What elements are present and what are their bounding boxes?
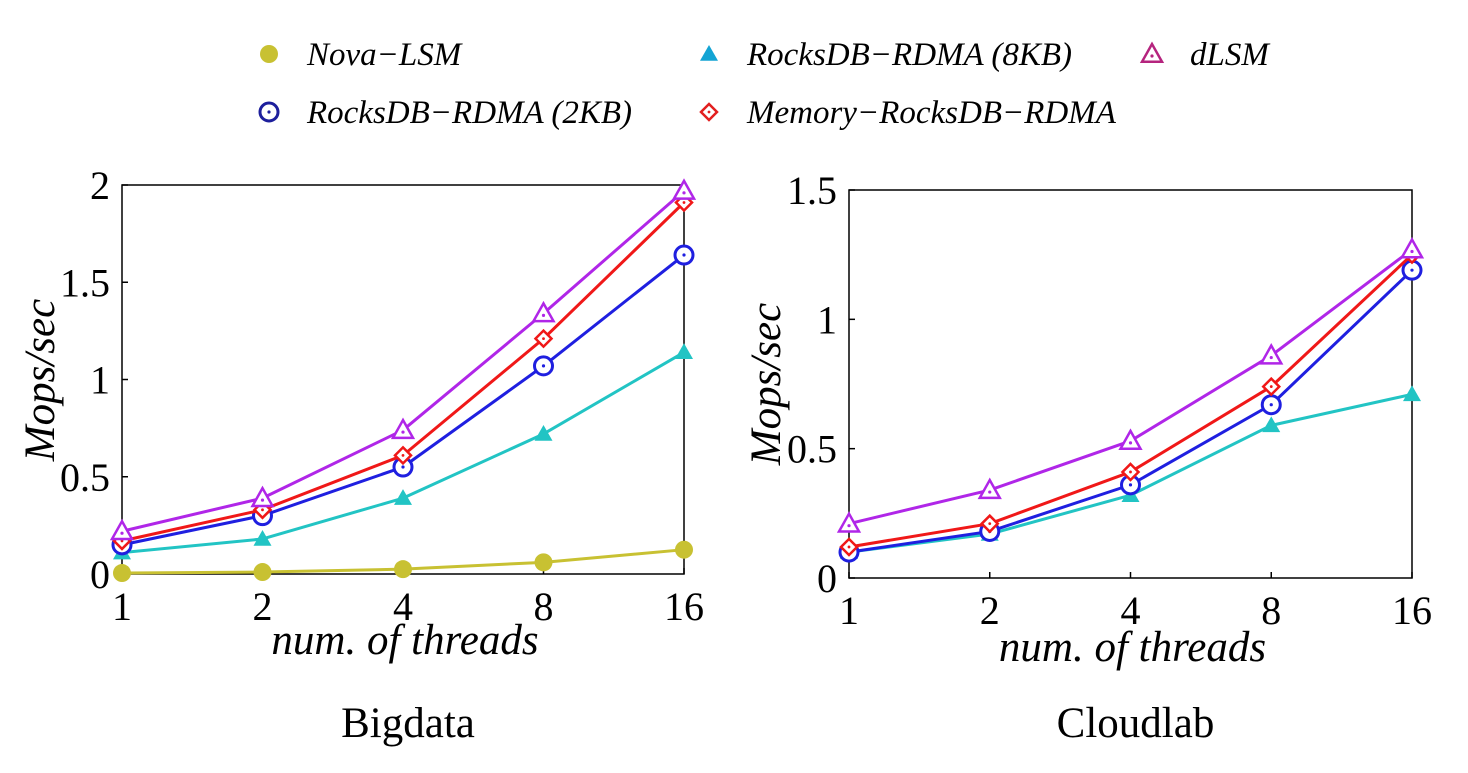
data-point-rocksdb-rdma-8kb: [675, 343, 693, 360]
data-point-rocksdb-rdma-8kb: [1403, 385, 1421, 402]
x-tick-label: 16: [1392, 588, 1432, 633]
data-point-rocksdb-rdma-2kb: [1260, 394, 1282, 416]
y-axis-title: Mops/sec: [743, 303, 790, 466]
y-tick-label: 1.5: [60, 260, 110, 305]
legend-marker-rocksdb-rdma-2kb: [258, 101, 280, 123]
data-point-nova-lsm: [253, 563, 272, 582]
data-point-memory-rocksdb-rdma: [393, 445, 413, 466]
legend-item-rocksdb-rdma-2kb: RocksDB−RDMA (2KB): [258, 95, 632, 131]
y-tick-label: 1: [817, 297, 837, 342]
data-point-memory-rocksdb-rdma: [839, 537, 859, 557]
series-memory-rocksdb-rdma: [839, 244, 1422, 557]
data-point-dlsm: [836, 511, 862, 533]
legend-item-memory-rocksdb-rdma: Memory−RocksDB−RDMA: [699, 95, 1117, 131]
data-point-memory-rocksdb-rdma: [979, 513, 1000, 534]
data-point-rocksdb-rdma-8kb: [394, 489, 412, 505]
legend-marker-dlsm: [1139, 41, 1165, 64]
legend-label-rocksdb-rdma-8kb: RocksDB−RDMA (8KB): [746, 37, 1072, 73]
x-tick-label: 1: [839, 588, 859, 633]
series-dlsm: [109, 178, 697, 541]
y-tick-label: 0: [90, 552, 110, 597]
data-point-dlsm: [250, 485, 275, 508]
y-tick-label: 0: [817, 556, 837, 601]
x-tick-label: 1: [112, 584, 132, 629]
data-point-nova-lsm: [534, 553, 553, 572]
legend-marker-nova-lsm: [260, 45, 278, 63]
chart-cloudlab: 0 0.5 1 1.5 1 2 4 8 16 num. of threads Mops/sec Clo…: [743, 168, 1432, 747]
series-dlsm: [836, 236, 1425, 533]
legend-label-nova-lsm: Nova−LSM: [306, 37, 463, 73]
series-rocksdb-rdma-2kb: [111, 244, 695, 556]
x-tick-label: 8: [1261, 588, 1281, 633]
x-tick-label: 4: [393, 584, 413, 629]
y-tick-label: 0.5: [787, 427, 837, 472]
y-axis-title: Mops/sec: [17, 299, 64, 462]
series-nova-lsm: [113, 540, 693, 583]
x-axis: 1 2 4 8 16: [112, 568, 704, 629]
x-axis-title: num. of threads: [271, 617, 538, 664]
x-tick-label: 16: [664, 584, 704, 629]
x-tick-label: 4: [1121, 588, 1141, 633]
data-point-dlsm: [1118, 428, 1143, 450]
panel-caption: Cloudlab: [1057, 700, 1215, 747]
data-point-rocksdb-rdma-2kb: [673, 244, 695, 266]
data-point-dlsm: [531, 300, 556, 323]
legend-label-rocksdb-rdma-2kb: RocksDB−RDMA (2KB): [306, 95, 632, 131]
data-point-dlsm: [109, 518, 135, 541]
data-point-rocksdb-rdma-8kb: [253, 529, 272, 546]
legend-item-dlsm: dLSM: [1139, 37, 1270, 73]
y-tick-label: 0.5: [60, 455, 110, 500]
data-point-rocksdb-rdma-8kb: [1262, 416, 1281, 433]
y-tick-label: 1.5: [787, 168, 837, 213]
legend-item-rocksdb-rdma-8kb: RocksDB−RDMA (8KB): [700, 37, 1072, 73]
x-axis-title: num. of threads: [999, 624, 1266, 671]
legend-marker-rocksdb-rdma-8kb: [700, 45, 718, 61]
data-point-dlsm: [671, 178, 697, 200]
legend-item-nova-lsm: Nova−LSM: [260, 37, 463, 73]
y-axis: 0 0.5 1 1.5: [787, 168, 855, 601]
data-point-dlsm: [390, 417, 416, 440]
data-point-dlsm: [1259, 342, 1284, 365]
y-tick-label: 2: [90, 163, 110, 208]
plot-area: [121, 184, 685, 575]
x-tick-label: 2: [253, 584, 273, 629]
panel-caption: Bigdata: [341, 700, 475, 747]
series-line-dlsm: [121, 189, 685, 533]
legend-marker-memory-rocksdb-rdma: [699, 102, 719, 122]
data-point-memory-rocksdb-rdma: [1261, 376, 1282, 397]
y-tick-label: 1: [90, 358, 110, 403]
plot-area: [848, 189, 1413, 579]
chart-bigdata: 0 0.5 1 1.5 2 1 2 4 8 16 num. of threads Mops/sec Bi…: [17, 163, 704, 747]
data-point-rocksdb-rdma-2kb: [533, 355, 554, 377]
data-point-memory-rocksdb-rdma: [533, 328, 554, 349]
data-point-dlsm: [977, 477, 1002, 500]
x-axis: 1 2 4 8 16: [839, 572, 1432, 633]
x-tick-label: 2: [980, 588, 1000, 633]
data-point-nova-lsm: [113, 564, 131, 583]
legend-label-dlsm: dLSM: [1190, 37, 1270, 73]
data-point-memory-rocksdb-rdma: [1120, 462, 1141, 482]
y-axis: 0 0.5 1 1.5 2: [60, 163, 128, 597]
x-tick-label: 8: [534, 584, 554, 629]
data-point-nova-lsm: [675, 540, 693, 559]
data-point-rocksdb-rdma-8kb: [534, 424, 553, 441]
legend-label-memory-rocksdb-rdma: Memory−RocksDB−RDMA: [746, 95, 1117, 131]
series-rocksdb-rdma-8kb: [113, 343, 693, 560]
data-point-dlsm: [1399, 236, 1425, 259]
data-point-nova-lsm: [394, 560, 412, 579]
legend: Nova−LSM RocksDB−RDMA (8KB) dLSM RocksDB−RD…: [258, 37, 1270, 131]
